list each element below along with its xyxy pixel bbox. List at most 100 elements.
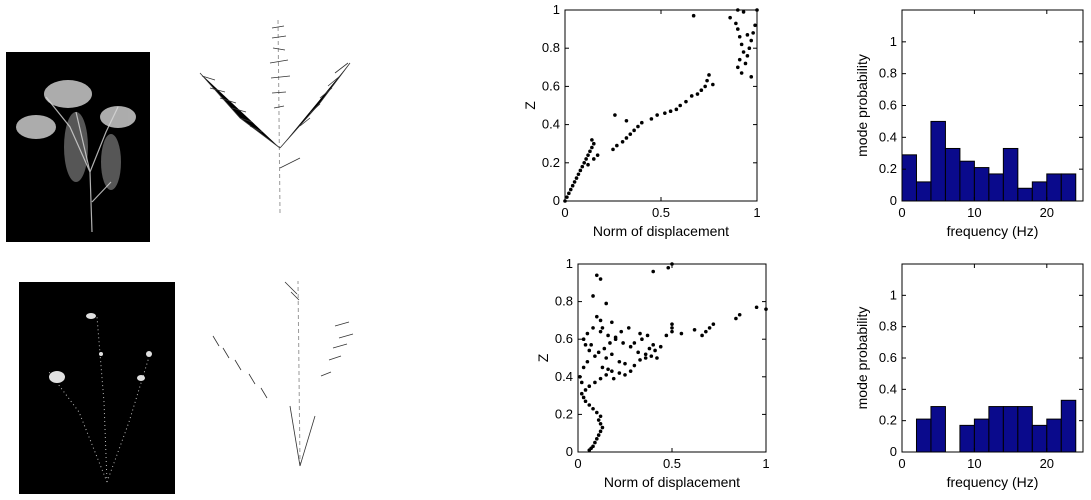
data-point — [619, 329, 624, 334]
data-point — [670, 322, 674, 326]
y-tick-label: 0 — [890, 193, 897, 208]
data-point — [610, 320, 614, 325]
data-point — [600, 365, 605, 370]
data-point — [684, 99, 688, 104]
data-point — [734, 316, 738, 321]
data-point — [598, 429, 603, 434]
data-point — [600, 425, 605, 430]
data-point — [615, 143, 619, 148]
data-point — [613, 335, 618, 340]
data-point — [595, 153, 600, 157]
data-point — [692, 328, 697, 332]
data-point — [655, 113, 659, 117]
data-point — [707, 326, 712, 330]
x-tick-label: 0.5 — [663, 456, 681, 471]
data-point — [606, 367, 610, 372]
x-tick-label: 10 — [967, 456, 981, 471]
data-point — [586, 153, 590, 157]
data-point — [624, 118, 629, 123]
x-tick-label: 10 — [967, 205, 981, 220]
scatter-top: 0 0.5 1 0 0.2 0.4 0.6 0.8 1 Norm of displacement Z — [522, 2, 761, 239]
y-tick-label: 0 — [553, 193, 560, 208]
histogram-bar — [1031, 181, 1048, 202]
y-tick-label: 0.4 — [879, 381, 897, 396]
data-point — [595, 437, 599, 441]
data-point — [643, 352, 648, 357]
y-tick-label: 0.2 — [879, 161, 897, 176]
data-point — [593, 380, 597, 385]
data-point — [600, 326, 605, 330]
data-point — [624, 136, 629, 140]
data-point — [745, 33, 750, 37]
data-point — [579, 380, 584, 385]
data-point — [584, 157, 588, 161]
x-axis-label: frequency (Hz) — [947, 474, 1039, 490]
data-point — [632, 128, 636, 133]
data-point — [638, 358, 642, 362]
data-point — [632, 341, 637, 345]
data-point — [655, 356, 659, 360]
data-point — [593, 440, 597, 445]
data-point — [679, 331, 684, 336]
data-point — [643, 356, 648, 360]
histogram-bar — [959, 424, 975, 453]
x-axis-label: Norm of displacement — [604, 474, 740, 490]
data-point — [582, 161, 586, 165]
data-point — [628, 369, 633, 373]
data-point — [623, 361, 627, 366]
y-axis-label: Z — [522, 101, 538, 110]
data-point — [590, 138, 594, 142]
data-point — [587, 384, 592, 389]
data-point — [700, 333, 704, 338]
scatter-bottom: 0 0.5 1 0 0.2 0.4 0.6 0.8 1 Norm of displacement Z — [535, 256, 770, 490]
data-point — [666, 265, 671, 270]
data-point — [591, 294, 595, 298]
data-point — [576, 172, 581, 177]
data-point — [608, 341, 612, 345]
x-tick-label: 0 — [898, 456, 905, 471]
data-point — [590, 145, 594, 150]
histogram-bar — [1046, 173, 1062, 202]
data-point — [591, 406, 595, 411]
histogram-bar — [973, 167, 990, 202]
plant-photo-top — [6, 52, 150, 242]
data-point — [592, 157, 596, 161]
data-point — [604, 301, 608, 306]
data-point — [593, 354, 597, 358]
data-point — [636, 350, 640, 355]
data-point — [663, 111, 667, 115]
data-point — [745, 54, 750, 58]
histogram-bar — [930, 120, 946, 202]
data-point — [664, 333, 669, 338]
x-tick-label: 1 — [762, 456, 769, 471]
data-point — [739, 71, 744, 75]
data-point — [596, 433, 601, 437]
data-point — [587, 403, 592, 407]
data-point — [611, 147, 615, 152]
vector-field-bottom-drawing — [212, 280, 354, 467]
data-point — [658, 344, 663, 349]
data-point — [581, 365, 586, 370]
data-point — [668, 109, 673, 114]
data-point — [598, 422, 603, 426]
data-point — [574, 176, 579, 180]
data-point — [728, 15, 732, 20]
plant-silhouette-top — [16, 80, 136, 233]
data-point — [595, 410, 599, 415]
data-point — [570, 183, 575, 188]
y-tick-label: 0 — [566, 444, 573, 459]
vector-field-top-drawing — [199, 17, 351, 214]
data-point — [589, 343, 593, 347]
y-tick-label: 0.6 — [879, 98, 897, 113]
data-point — [586, 162, 590, 167]
data-point — [598, 414, 603, 419]
data-point — [737, 34, 742, 39]
data-point — [638, 331, 642, 336]
y-tick-label: 1 — [566, 256, 573, 271]
data-point — [737, 312, 742, 317]
data-point — [628, 132, 633, 136]
data-point — [583, 388, 588, 392]
data-point — [598, 277, 603, 281]
